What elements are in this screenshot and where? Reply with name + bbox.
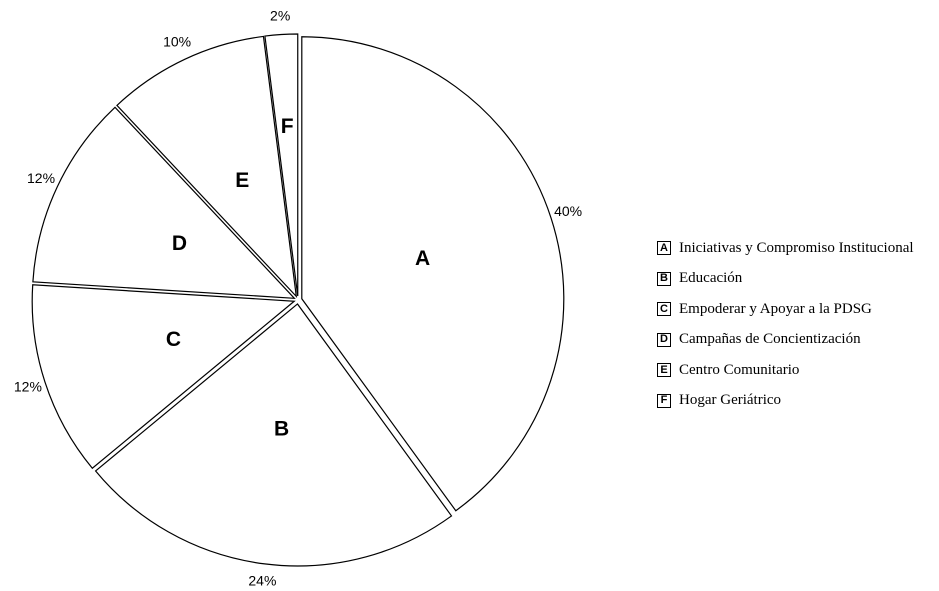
legend-key-a: A	[657, 241, 671, 255]
slice-letter-a: A	[415, 247, 430, 270]
pie-slice-d	[32, 106, 296, 299]
percent-label-d: 12%	[27, 170, 55, 186]
slice-letter-e: E	[235, 169, 249, 192]
legend-key-f: F	[657, 393, 671, 408]
legend-item-c: C Empoderar y Apoyar a la PDSG	[657, 299, 914, 319]
slice-letter-b: B	[274, 418, 289, 441]
legend-label-e: Centro Comunitario	[679, 361, 800, 378]
percent-label-c: 12%	[14, 378, 42, 394]
legend-key-b: B	[657, 271, 671, 286]
percent-label-b: 24%	[248, 572, 276, 588]
pie-slice-b	[94, 303, 453, 567]
legend-key-c: C	[657, 302, 671, 317]
percent-label-f: 2%	[270, 7, 290, 23]
legend-item-e: E Centro Comunitario	[657, 360, 914, 380]
pie-slice-c	[31, 284, 296, 470]
slice-letter-f: F	[281, 115, 294, 138]
percent-label-e: 10%	[163, 34, 191, 50]
pie-slice-e	[116, 35, 298, 299]
pie-chart: A 40% B 24% C 12% D 12% E 10% F 2%	[14, 7, 582, 588]
legend: A Iniciativas y Compromiso Institucional…	[657, 238, 914, 422]
legend-label-a: Iniciativas y Compromiso Institucional	[679, 239, 914, 256]
pie-slice-a	[301, 36, 565, 512]
legend-label-f: Hogar Geriátrico	[679, 392, 782, 409]
legend-item-d: D Campañas de Concientización	[657, 330, 914, 350]
legend-label-c: Empoderar y Apoyar a la PDSG	[679, 300, 872, 317]
legend-item-b: B Educación	[657, 269, 914, 289]
legend-label-d: Campañas de Concientización	[679, 331, 861, 348]
legend-item-f: F Hogar Geriátrico	[657, 391, 914, 411]
legend-label-b: Educación	[679, 270, 743, 287]
legend-item-a: A Iniciativas y Compromiso Institucional	[657, 238, 914, 258]
percent-label-a: 40%	[554, 203, 582, 219]
legend-key-d: D	[657, 332, 671, 347]
pie-slice-f	[264, 33, 299, 297]
legend-key-e: E	[657, 363, 671, 378]
slice-letter-c: C	[166, 328, 181, 351]
slice-letter-d: D	[172, 232, 187, 255]
